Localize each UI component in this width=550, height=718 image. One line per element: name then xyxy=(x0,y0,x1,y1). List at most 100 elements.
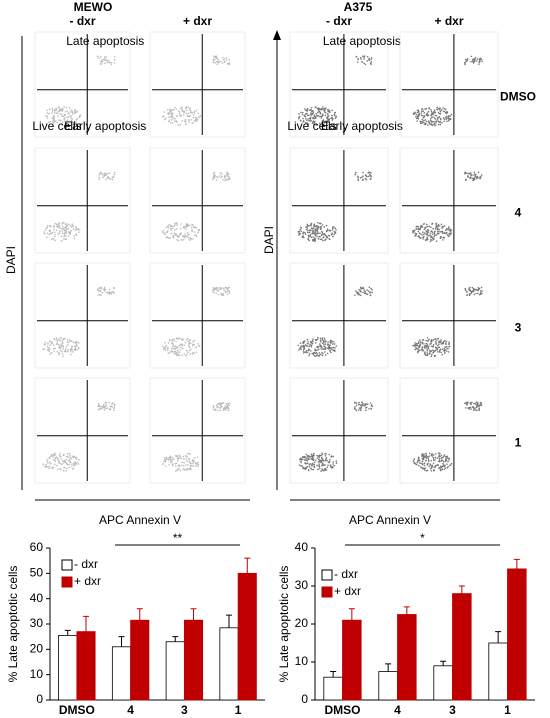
scatter-dot xyxy=(306,462,308,465)
scatter-dot xyxy=(111,178,114,181)
scatter-dot xyxy=(176,458,179,460)
scatter-dot xyxy=(227,409,230,411)
scatter-dot xyxy=(104,173,106,175)
scatter-dot xyxy=(333,226,335,228)
scatter-dot xyxy=(439,348,442,350)
scatter-dot xyxy=(428,122,431,125)
scatter-dot xyxy=(228,63,231,66)
scatter-dot xyxy=(429,119,432,122)
scatter-dot xyxy=(64,235,67,237)
scatter-dot xyxy=(54,452,56,455)
scatter-dot xyxy=(421,454,424,457)
y-axis-label: % Late apoptotic cells xyxy=(277,566,291,683)
scatter-dot xyxy=(306,122,309,124)
scatter-dot xyxy=(54,239,56,242)
scatter-dot xyxy=(189,111,192,114)
scatter-dot xyxy=(302,232,304,235)
scatter-dot xyxy=(171,112,174,114)
scatter-dot xyxy=(74,229,76,231)
scatter-dot xyxy=(423,112,426,114)
scatter-dot xyxy=(78,228,81,231)
legend-label: - dxr xyxy=(74,557,98,571)
scatter-dot xyxy=(194,116,197,119)
scatter-dot xyxy=(184,455,187,457)
scatter-dot xyxy=(328,460,331,463)
scatter-dot xyxy=(464,58,467,61)
scatter-dot xyxy=(433,122,436,125)
scatter-dot xyxy=(436,230,439,233)
scatter-dot xyxy=(304,344,307,346)
scatter-dot xyxy=(323,233,326,235)
scatter-dot xyxy=(467,402,469,405)
scatter-dot xyxy=(321,231,324,234)
scatter-dot xyxy=(445,456,447,458)
scatter-dot xyxy=(430,342,432,344)
scatter-dot xyxy=(170,121,172,124)
scatter-dot xyxy=(445,345,448,348)
scatter-dot xyxy=(168,456,170,459)
scatter-dot xyxy=(71,346,73,348)
scatter-dot xyxy=(54,235,56,238)
scatter-dot xyxy=(443,237,446,239)
scatter-dot xyxy=(307,224,309,227)
scatter-dot xyxy=(313,461,316,464)
scatter-dot xyxy=(172,236,175,239)
scatter-dot xyxy=(46,115,49,117)
scatter-dot xyxy=(113,404,116,407)
scatter-dot xyxy=(417,225,420,228)
scatter-dot xyxy=(334,117,337,120)
scatter-dot xyxy=(432,456,435,459)
scatter-dot xyxy=(420,466,422,468)
scatter-dot xyxy=(310,340,312,343)
scatter-dot xyxy=(481,290,483,292)
scatter-dot xyxy=(417,341,420,343)
scatter-dot xyxy=(442,464,445,467)
scatter-dot xyxy=(76,341,79,344)
scatter-dot xyxy=(177,124,180,126)
scatter-dot xyxy=(65,350,67,353)
scatter-dot xyxy=(56,223,58,226)
scatter-dot xyxy=(444,346,447,348)
scatter-dot xyxy=(185,225,188,227)
scatter-dot xyxy=(432,344,435,346)
scatter-dot xyxy=(432,466,434,468)
x-tick-label: DMSO xyxy=(325,703,361,717)
scatter-dot xyxy=(438,459,441,461)
scatter-dot xyxy=(59,467,61,470)
scatter-dot xyxy=(331,346,333,349)
scatter-dot xyxy=(57,233,60,235)
scatter-dot xyxy=(179,349,181,351)
scatter-dot xyxy=(329,464,332,467)
scatter-dot xyxy=(304,462,307,464)
scatter-dot xyxy=(313,458,315,461)
scatter-dot xyxy=(64,460,66,463)
scatter-dot xyxy=(217,405,219,408)
scatter-dot xyxy=(57,115,59,117)
scatter-dot xyxy=(62,338,65,340)
scatter-dot xyxy=(330,233,333,236)
scatter-dot xyxy=(425,113,428,116)
scatter-dot xyxy=(67,343,69,346)
scatter-dot xyxy=(174,465,177,467)
error-bar xyxy=(458,585,465,594)
scatter-dot xyxy=(418,464,420,467)
scatter-dot xyxy=(189,107,192,110)
plot-frame xyxy=(34,147,131,254)
scatter-dot xyxy=(105,404,108,406)
scatter-dot xyxy=(226,178,228,181)
scatter-dot xyxy=(330,456,332,458)
scatter-dot xyxy=(418,460,420,462)
scatter-dot xyxy=(178,235,181,237)
scatter-dot xyxy=(59,349,62,352)
scatter-dot xyxy=(302,466,305,469)
scatter-dot xyxy=(321,348,324,350)
bar xyxy=(130,619,150,701)
scatter-dot xyxy=(70,116,72,119)
scatter-dot xyxy=(217,293,220,296)
scatter-dot xyxy=(321,463,324,466)
scatter-dot xyxy=(307,236,310,238)
scatter-dot xyxy=(212,289,214,291)
scatter-dot xyxy=(213,56,216,58)
scatter-dot xyxy=(57,352,60,354)
scatter-dot xyxy=(63,106,65,108)
